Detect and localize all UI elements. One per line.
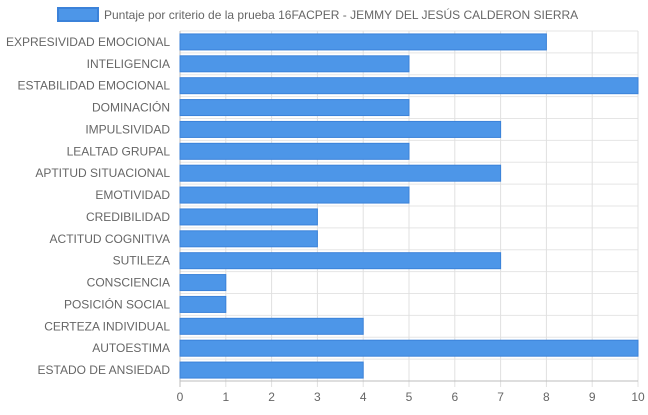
x-tick-label: 0 — [177, 390, 184, 404]
category-label: LEALTAD GRUPAL — [67, 144, 171, 158]
category-label: CONSCIENCIA — [87, 276, 170, 290]
category-label: EXPRESIVIDAD EMOCIONAL — [6, 35, 170, 49]
bar[interactable] — [179, 186, 410, 204]
x-tick-label: 1 — [222, 390, 229, 404]
x-tick-label: 7 — [497, 390, 504, 404]
bar[interactable] — [179, 164, 502, 182]
bar[interactable] — [179, 55, 410, 73]
category-labels: EXPRESIVIDAD EMOCIONAL INTELIGENCIA ESTABI… — [6, 35, 170, 377]
bar[interactable] — [179, 274, 227, 292]
x-tick-label: 8 — [543, 390, 550, 404]
category-label: IMPULSIVIDAD — [85, 122, 170, 136]
bars — [179, 33, 639, 379]
category-label: APTITUD SITUACIONAL — [35, 166, 170, 180]
bar[interactable] — [179, 230, 318, 248]
legend[interactable]: Puntaje por criterio de la prueba 16FACP… — [57, 7, 578, 22]
x-tick-label: 2 — [268, 390, 275, 404]
x-tick-label: 6 — [451, 390, 458, 404]
x-tick-label: 3 — [314, 390, 321, 404]
category-label: INTELIGENCIA — [87, 57, 170, 71]
category-label: EMOTIVIDAD — [95, 188, 170, 202]
bar[interactable] — [179, 208, 318, 226]
bar[interactable] — [179, 33, 547, 51]
category-label: CREDIBILIDAD — [86, 210, 170, 224]
category-label: SUTILEZA — [113, 254, 170, 268]
bar[interactable] — [179, 339, 639, 357]
bar[interactable] — [179, 120, 502, 138]
bar[interactable] — [179, 295, 227, 313]
category-label: CERTEZA INDIVIDUAL — [44, 319, 170, 333]
x-tick-label: 10 — [631, 390, 645, 404]
bar[interactable] — [179, 361, 364, 379]
category-label: ESTABILIDAD EMOCIONAL — [18, 79, 171, 93]
legend-swatch — [57, 7, 99, 22]
bar[interactable] — [179, 317, 364, 335]
x-tick-label: 4 — [360, 390, 367, 404]
x-tick-labels: 0 1 2 3 4 5 6 7 8 9 10 — [177, 390, 645, 404]
category-label: ESTADO DE ANSIEDAD — [38, 363, 171, 377]
category-label: AUTOESTIMA — [92, 341, 170, 355]
category-label: DOMINACIÓN — [92, 100, 170, 115]
x-tick-label: 5 — [406, 390, 413, 404]
bar[interactable] — [179, 77, 639, 95]
category-label: POSICIÓN SOCIAL — [64, 296, 170, 311]
legend-label: Puntaje por criterio de la prueba 16FACP… — [104, 7, 578, 22]
bar[interactable] — [179, 99, 410, 117]
bar[interactable] — [179, 252, 502, 270]
x-tick-label: 9 — [589, 390, 596, 404]
category-label: ACTITUD COGNITIVA — [50, 232, 170, 246]
bar[interactable] — [179, 142, 410, 160]
